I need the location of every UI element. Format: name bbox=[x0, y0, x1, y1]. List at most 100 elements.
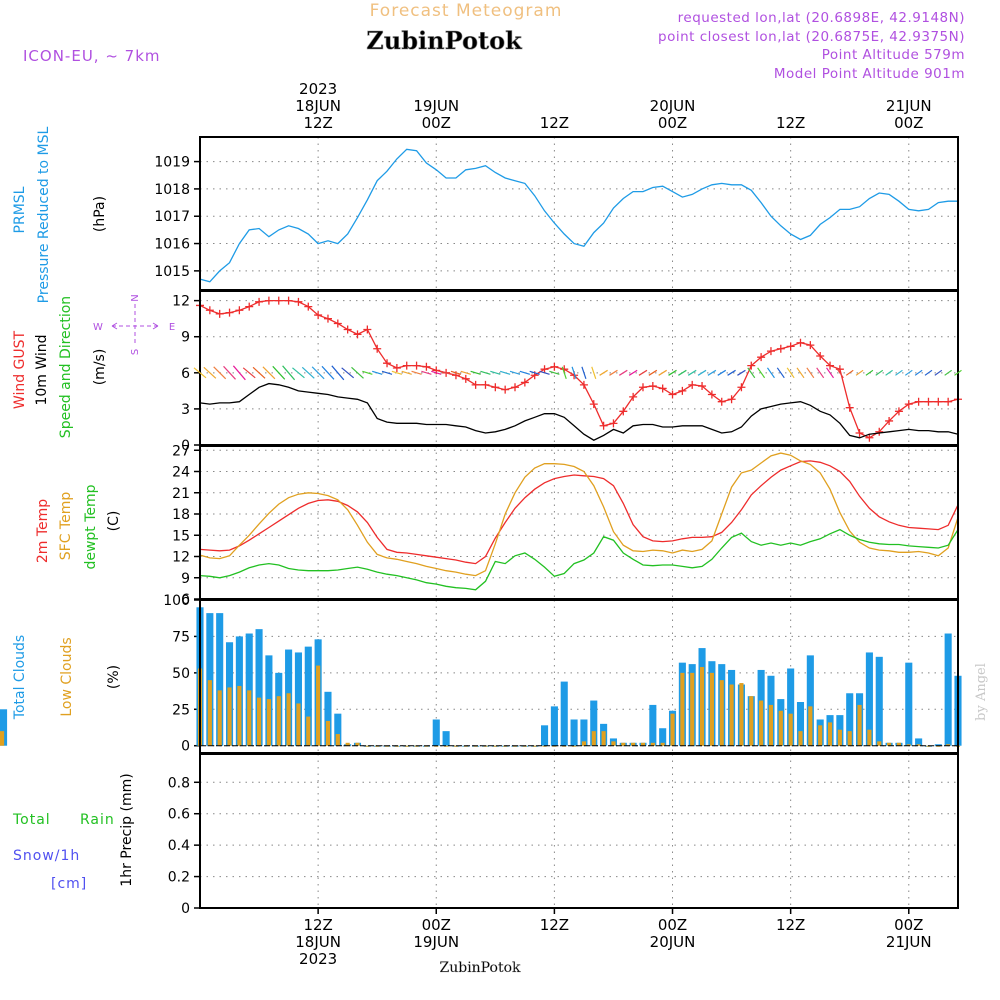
wind-direction-arrow bbox=[529, 370, 540, 375]
wind-direction-arrow bbox=[193, 367, 207, 379]
y-tick-label: 6 bbox=[181, 366, 190, 382]
wind-direction-arrow bbox=[835, 367, 844, 379]
total-cloud-bar bbox=[560, 681, 568, 746]
wind-direction-arrow bbox=[519, 370, 531, 375]
y-tick-label: 6 bbox=[181, 592, 190, 608]
low-cloud-bar bbox=[404, 745, 409, 747]
panel-frame bbox=[199, 599, 959, 754]
gust-marker bbox=[353, 330, 362, 339]
panel-frame bbox=[199, 136, 959, 291]
gust-marker bbox=[422, 362, 431, 371]
gust-marker bbox=[885, 416, 894, 425]
wind-direction-arrow bbox=[786, 367, 795, 379]
low-cloud-bar bbox=[256, 697, 262, 746]
wind-direction-arrow bbox=[321, 365, 335, 380]
y-tick-label: 0 bbox=[181, 739, 190, 755]
wind-direction-arrow bbox=[391, 370, 403, 375]
gust-marker bbox=[855, 428, 864, 437]
low-cloud-bar bbox=[217, 690, 222, 746]
wind-direction-arrow bbox=[687, 369, 697, 376]
gust-marker bbox=[511, 383, 520, 392]
total-cloud-bar bbox=[796, 702, 805, 746]
wind-direction-arrow bbox=[826, 367, 835, 379]
low-cloud-bar bbox=[759, 700, 764, 746]
temperature-plot: 6 9 12 15 18 21 24 27 bbox=[172, 443, 959, 608]
gust-marker bbox=[934, 397, 943, 406]
wind-direction-arrow bbox=[757, 367, 766, 379]
temperature-panel: 2m Temp SFC Temp dewpt Temp (C) 6 9 12 15 18… bbox=[35, 443, 959, 608]
wind-direction-arrow bbox=[658, 369, 667, 376]
y-tick-label: 12 bbox=[172, 294, 190, 310]
wind-direction-arrow bbox=[727, 369, 736, 376]
wind-unit: (m/s) bbox=[92, 349, 108, 386]
low-cloud-bar bbox=[276, 696, 281, 746]
compass-w: W bbox=[93, 322, 103, 333]
wind-direction-arrow bbox=[648, 369, 658, 376]
gust-marker bbox=[668, 390, 677, 399]
total-cloud-bar bbox=[806, 655, 814, 746]
wind-direction-arrow bbox=[301, 366, 315, 379]
precip-total-label: Total bbox=[12, 812, 51, 828]
y-tick-label: 0.2 bbox=[168, 870, 190, 886]
wind-direction-arrow bbox=[697, 369, 707, 376]
wind-direction-arrow bbox=[470, 370, 481, 375]
wind-direction-arrow bbox=[351, 366, 364, 379]
y-tick-label: 0.4 bbox=[168, 838, 190, 854]
low-cloud-bar bbox=[650, 742, 655, 746]
wind-direction-arrow bbox=[272, 365, 286, 380]
total-cloud-bar bbox=[934, 744, 942, 746]
bottom-time-label: 12Z bbox=[776, 916, 805, 934]
wind-direction-arrow bbox=[678, 369, 687, 376]
low-cloud-bar bbox=[709, 672, 714, 746]
low-cloud-bar bbox=[207, 680, 212, 746]
pressure-unit: (hPa) bbox=[92, 196, 108, 232]
low-cloud-bar bbox=[296, 703, 301, 746]
gust-marker bbox=[284, 296, 293, 305]
model-point-altitude: Model Point Altitude 901m bbox=[774, 66, 965, 82]
low-cloud-bar bbox=[335, 734, 340, 746]
wind-direction-arrow bbox=[252, 366, 266, 379]
gust-marker bbox=[471, 380, 480, 389]
total-cloud-bar bbox=[787, 668, 795, 746]
total-cloud-bar bbox=[550, 706, 558, 746]
top-time-label: 12Z bbox=[540, 114, 569, 132]
total-cloud-bar bbox=[846, 693, 854, 746]
low-cloud-bar bbox=[896, 742, 902, 746]
low-cloud-bar bbox=[345, 742, 350, 746]
y-tick-label: 0.8 bbox=[168, 775, 190, 791]
total-cloud-bar bbox=[294, 652, 302, 746]
footer-location: ZubinPotok bbox=[439, 960, 521, 976]
low-cloud-bar bbox=[690, 672, 695, 746]
low-cloud-bar bbox=[266, 699, 271, 746]
low-cloud-bar bbox=[640, 742, 646, 746]
gust-marker bbox=[894, 407, 903, 416]
wind-direction-arrow bbox=[628, 369, 638, 376]
gust-marker bbox=[845, 403, 854, 412]
wind-direction-arrow bbox=[855, 369, 864, 376]
low-cloud-bar bbox=[601, 731, 606, 746]
low-cloud-bar bbox=[355, 742, 360, 746]
gust-marker bbox=[796, 338, 805, 347]
wind-direction-arrow bbox=[311, 366, 325, 380]
gust-marker bbox=[520, 378, 529, 387]
wind-direction-arrow bbox=[954, 369, 962, 376]
gust-marker bbox=[786, 342, 795, 351]
gust-marker bbox=[727, 395, 736, 404]
gust-marker bbox=[323, 314, 332, 323]
low-cloud-bar bbox=[591, 731, 596, 746]
wind-direction-arrow bbox=[865, 369, 874, 376]
bottom-time-label: 00Z bbox=[658, 916, 687, 934]
2m-temp-line bbox=[199, 460, 959, 565]
low-cloud-bar bbox=[768, 704, 774, 746]
gust-marker bbox=[461, 374, 470, 383]
wind-direction-arrow bbox=[341, 367, 355, 379]
bottom-time-label: 00Z bbox=[422, 916, 451, 934]
wind-direction-arrow bbox=[362, 370, 373, 375]
low-cloud-bar bbox=[857, 704, 862, 746]
low-cloud-bar bbox=[827, 722, 833, 746]
y-tick-label: 100 bbox=[163, 593, 190, 609]
total-cloud-bar bbox=[649, 704, 657, 746]
